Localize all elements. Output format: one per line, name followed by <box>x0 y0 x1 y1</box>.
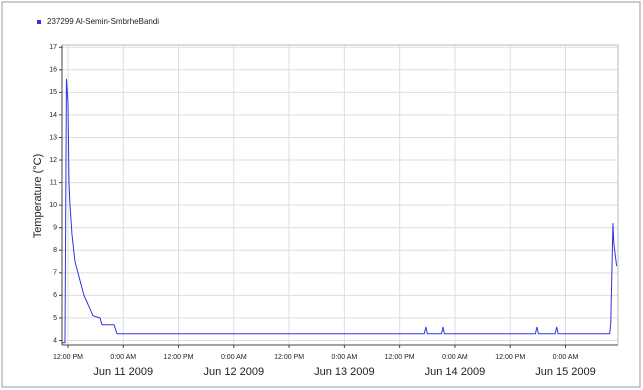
x-tick-label: 0:00 AM <box>110 354 136 361</box>
x-tick-label: 0:00 AM <box>442 354 468 361</box>
y-tick-label: 6 <box>53 292 57 299</box>
x-tick-label: 12:00 PM <box>495 354 525 361</box>
y-tick-label: 4 <box>53 337 57 344</box>
y-tick-label: 8 <box>53 247 57 254</box>
x-day-label: Jun 13 2009 <box>314 366 375 378</box>
y-tick-label: 9 <box>53 225 57 232</box>
x-day-label: Jun 11 2009 <box>93 366 153 378</box>
x-tick-label: 12:00 PM <box>164 354 194 361</box>
x-day-label: Jun 14 2009 <box>425 366 486 378</box>
x-tick-label: 12:00 PM <box>385 354 415 361</box>
y-axis-label: Temperature (°C) <box>32 154 44 238</box>
x-day-label: Jun 15 2009 <box>535 366 596 378</box>
x-tick-label: 0:00 AM <box>221 354 247 361</box>
y-tick-label: 16 <box>49 67 57 74</box>
data-line <box>62 78 618 344</box>
x-tick-label: 0:00 AM <box>553 354 579 361</box>
legend-marker <box>37 20 41 24</box>
y-tick-label: 15 <box>49 89 57 96</box>
x-day-label: Jun 12 2009 <box>204 366 265 378</box>
y-tick-label: 12 <box>49 157 57 164</box>
y-tick-label: 7 <box>53 270 57 277</box>
x-tick-label: 12:00 PM <box>53 354 83 361</box>
x-tick-label: 12:00 PM <box>274 354 304 361</box>
y-tick-label: 14 <box>49 112 57 119</box>
y-tick-label: 11 <box>50 179 57 186</box>
plot-area <box>62 45 618 345</box>
y-tick-label: 10 <box>49 202 57 209</box>
y-tick-label: 5 <box>53 315 57 322</box>
legend-label: 237299 Al-Semin-SmbrheBandi <box>47 17 159 26</box>
x-tick-label: 0:00 AM <box>332 354 358 361</box>
y-tick-label: 13 <box>49 134 57 141</box>
y-tick-label: 17 <box>49 44 57 51</box>
